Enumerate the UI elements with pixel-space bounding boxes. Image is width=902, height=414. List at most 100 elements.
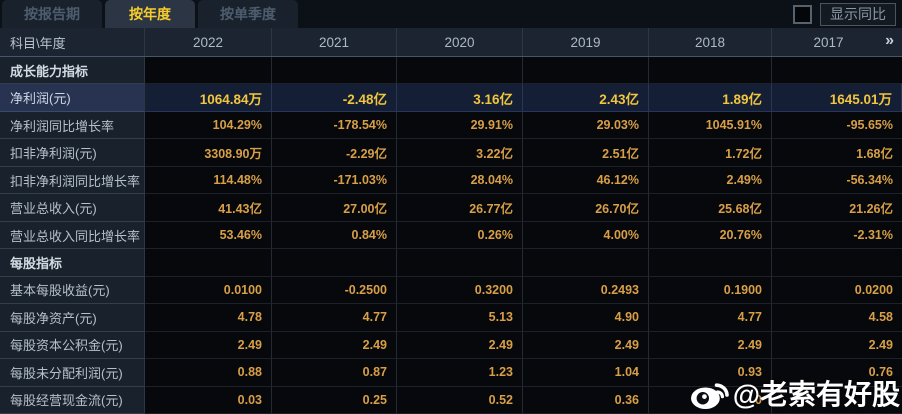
cell-value: 53.46% (145, 221, 272, 250)
table-row[interactable]: 营业总收入同比增长率 53.46% 0.84% 0.26% 4.00% 20.76% -2.… (0, 221, 902, 250)
cell-value: 5.13 (397, 304, 523, 332)
row-label: 营业总收入同比增长率 (0, 221, 145, 250)
cell-value: 2.49 (649, 331, 772, 360)
cell-value: -95.65% (772, 111, 902, 140)
table-row[interactable]: 净利润同比增长率 104.29% -178.54% 29.91% 29.03% 1045.… (0, 111, 902, 140)
row-label: 每股经营现金流(元) (0, 386, 145, 414)
tab-report-period[interactable]: 按报告期 (2, 0, 102, 28)
cell-value (649, 249, 772, 277)
cell-value: 3308.90万 (145, 139, 272, 167)
table-row[interactable]: 每股净资产(元) 4.78 4.77 5.13 4.90 4.77 4.58 (0, 304, 902, 332)
corner-label: 科目\年度 (0, 28, 145, 56)
cell-value: 104.29% (145, 111, 272, 140)
year-header-last: 2017 » (772, 28, 902, 56)
row-label: 营业总收入(元) (0, 194, 145, 222)
tab-annual[interactable]: 按年度 (105, 0, 195, 28)
tab-single-quarter[interactable]: 按单季度 (198, 0, 298, 28)
cell-value (772, 57, 902, 85)
cell-value: 1.04 (523, 359, 649, 387)
year-header: 2020 (397, 28, 523, 56)
row-label: 成长能力指标 (0, 57, 145, 85)
cell-value: 21.26亿 (772, 194, 902, 222)
cell-value: 0.2493 (523, 276, 649, 305)
cell-value: 26.70亿 (523, 194, 649, 222)
cell-value: 2.49 (145, 331, 272, 360)
cell-value: 4.00% (523, 221, 649, 250)
table-row[interactable]: 营业总收入(元) 41.43亿 27.00亿 26.77亿 26.70亿 25.68亿 21… (0, 194, 902, 222)
cell-value: 2.51亿 (523, 139, 649, 167)
cell-value: 2.49 (772, 331, 902, 360)
cell-value: 0.76 (772, 359, 902, 387)
cell-value: 29.91% (397, 111, 523, 140)
cell-value: 1645.01万 (772, 84, 902, 112)
yoy-controls: 显示同比 (793, 0, 898, 28)
cell-value: 1.23 (397, 359, 523, 387)
cell-value: 4.58 (772, 304, 902, 332)
show-yoy-button[interactable]: 显示同比 (820, 2, 896, 26)
section-row: 成长能力指标 (0, 57, 902, 85)
cell-value: 2.49 (272, 331, 397, 360)
cell-value: 20.76% (649, 221, 772, 250)
tabbar-spacer (301, 0, 793, 28)
more-columns-icon[interactable]: » (885, 32, 894, 49)
cell-value: 41.43亿 (145, 194, 272, 222)
cell-value: 1.68亿 (772, 139, 902, 167)
section-row: 每股指标 (0, 249, 902, 277)
cell-value: -2.29亿 (272, 139, 397, 167)
cell-value: 1.72亿 (649, 139, 772, 167)
cell-value (772, 386, 902, 414)
cell-value: 1045.91% (649, 111, 772, 140)
table-row[interactable]: 每股未分配利润(元) 0.88 0.87 1.23 1.04 0.93 0.76 (0, 359, 902, 387)
cell-value: 2.49% (649, 166, 772, 195)
cell-value (397, 249, 523, 277)
cell-value (272, 57, 397, 85)
cell-value: 0 (649, 386, 772, 414)
table-row[interactable]: 扣非净利润(元) 3308.90万 -2.29亿 3.22亿 2.51亿 1.72亿 1.6… (0, 139, 902, 167)
cell-value (772, 249, 902, 277)
row-label: 每股未分配利润(元) (0, 359, 145, 387)
year-header: 2021 (272, 28, 397, 56)
table-row[interactable]: 每股资本公积金(元) 2.49 2.49 2.49 2.49 2.49 2.49 (0, 331, 902, 360)
cell-value: 0.88 (145, 359, 272, 387)
row-label: 扣非净利润同比增长率 (0, 166, 145, 195)
cell-value (523, 57, 649, 85)
cell-value: 4.90 (523, 304, 649, 332)
cell-value: -178.54% (272, 111, 397, 140)
year-header: 2017 (813, 34, 844, 50)
cell-value (523, 249, 649, 277)
cell-value: 4.77 (272, 304, 397, 332)
cell-value: -2.48亿 (272, 84, 397, 112)
table-header-row: 科目\年度 2022 2021 2020 2019 2018 2017 » (0, 28, 902, 57)
cell-value: 0.0200 (772, 276, 902, 305)
show-yoy-checkbox[interactable] (793, 4, 812, 24)
cell-value: 2.49 (397, 331, 523, 360)
row-label: 每股指标 (0, 249, 145, 277)
cell-value: 3.22亿 (397, 139, 523, 167)
cell-value (397, 57, 523, 85)
cell-value: -171.03% (272, 166, 397, 195)
table-row[interactable]: 每股经营现金流(元) 0.03 0.25 0.52 0.36 0 (0, 386, 902, 414)
cell-value: 27.00亿 (272, 194, 397, 222)
table-row[interactable]: 基本每股收益(元) 0.0100 -0.2500 0.3200 0.2493 0.1900… (0, 276, 902, 305)
year-header: 2018 (649, 28, 772, 56)
cell-value: 2.43亿 (523, 84, 649, 112)
cell-value: 0.25 (272, 386, 397, 414)
cell-value: 2.49 (523, 331, 649, 360)
cell-value: 28.04% (397, 166, 523, 195)
cell-value (272, 249, 397, 277)
cell-value: 0.84% (272, 221, 397, 250)
cell-value: -56.34% (772, 166, 902, 195)
cell-value: 29.03% (523, 111, 649, 140)
cell-value: 0.3200 (397, 276, 523, 305)
row-label: 净利润(元) (0, 84, 145, 112)
table-row[interactable]: 净利润(元) 1064.84万 -2.48亿 3.16亿 2.43亿 1.89亿 1645.… (0, 84, 902, 112)
row-label: 每股资本公积金(元) (0, 331, 145, 360)
financial-table: 科目\年度 2022 2021 2020 2019 2018 2017 » 成长… (0, 28, 902, 414)
cell-value: 0.1900 (649, 276, 772, 305)
row-label: 扣非净利润(元) (0, 139, 145, 167)
table-row[interactable]: 扣非净利润同比增长率 114.48% -171.03% 28.04% 46.12% 2.4… (0, 166, 902, 195)
year-header: 2019 (523, 28, 649, 56)
cell-value: 46.12% (523, 166, 649, 195)
row-label: 基本每股收益(元) (0, 276, 145, 305)
